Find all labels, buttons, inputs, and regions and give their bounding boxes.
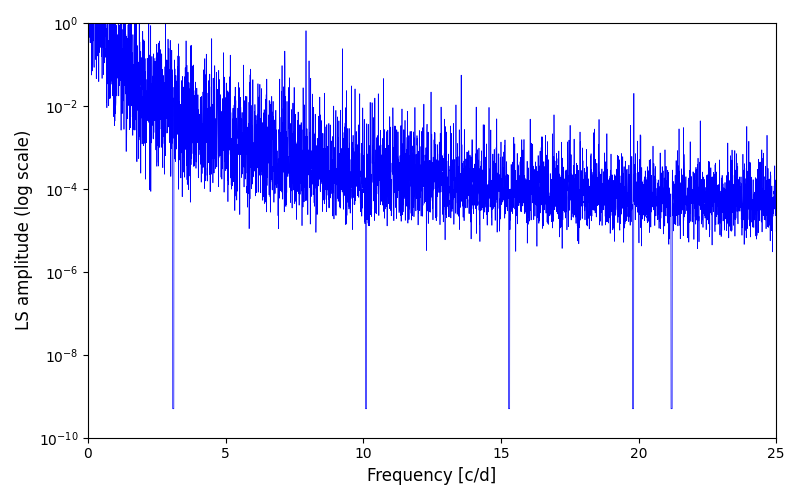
Y-axis label: LS amplitude (log scale): LS amplitude (log scale) (15, 130, 33, 330)
X-axis label: Frequency [c/d]: Frequency [c/d] (367, 467, 497, 485)
